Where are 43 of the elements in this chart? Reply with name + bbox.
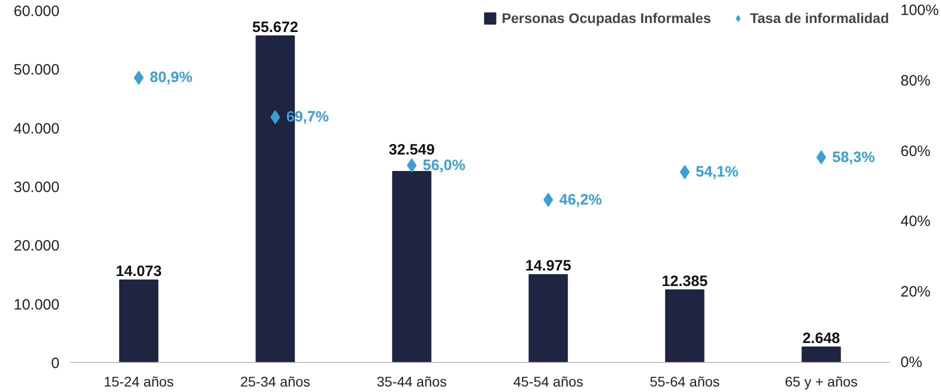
x-tick-label: 35-44 años (376, 374, 447, 390)
x-tick-label: 55-64 años (650, 374, 720, 390)
point (816, 150, 826, 164)
y2-tick-label: 0% (900, 354, 922, 371)
data-label: 58,3% (832, 148, 875, 166)
bar (528, 274, 568, 362)
y2-tick-label: 80% (900, 72, 931, 90)
data-label: 14.073 (116, 262, 162, 280)
y-tick-label: 40.000 (14, 120, 60, 138)
legend-label: Tasa de informalidad (750, 10, 889, 26)
y-tick-label: 10.000 (14, 296, 60, 314)
data-label: 55.672 (252, 18, 298, 36)
data-label: 32.549 (388, 141, 435, 158)
bar (392, 171, 432, 362)
legend-label: Personas Ocupadas Informales (502, 10, 711, 26)
point (406, 158, 417, 172)
data-label: 14.975 (525, 258, 572, 275)
data-label: 56,0% (422, 156, 466, 174)
data-label: 12.385 (662, 272, 708, 290)
x-tick-label: 45-54 años (513, 374, 584, 390)
bar (119, 279, 158, 362)
data-label: 46,2% (559, 191, 602, 208)
y2-tick-label: 100% (900, 2, 939, 19)
y-tick-label: 30.000 (14, 179, 60, 196)
y-tick-label: 60.000 (14, 3, 60, 20)
y-tick-label: 0 (51, 355, 60, 372)
x-tick-label: 15-24 años (104, 374, 174, 390)
x-tick-label: 65 y + años (784, 374, 858, 390)
point (270, 110, 280, 124)
y-tick-label: 20.000 (14, 238, 60, 255)
bar (665, 289, 704, 362)
point (680, 165, 690, 180)
y2-tick-label: 60% (900, 142, 931, 160)
data-label: 80,9% (150, 69, 192, 86)
point (543, 192, 554, 207)
x-tick-label: 25-34 años (240, 374, 310, 390)
data-label: 2.648 (802, 330, 840, 347)
y2-tick-label: 40% (900, 213, 931, 230)
bar (802, 346, 841, 362)
y2-tick-label: 20% (900, 284, 931, 301)
point (134, 70, 144, 85)
data-label: 54,1% (696, 164, 738, 181)
y-tick-label: 50.000 (14, 62, 60, 79)
